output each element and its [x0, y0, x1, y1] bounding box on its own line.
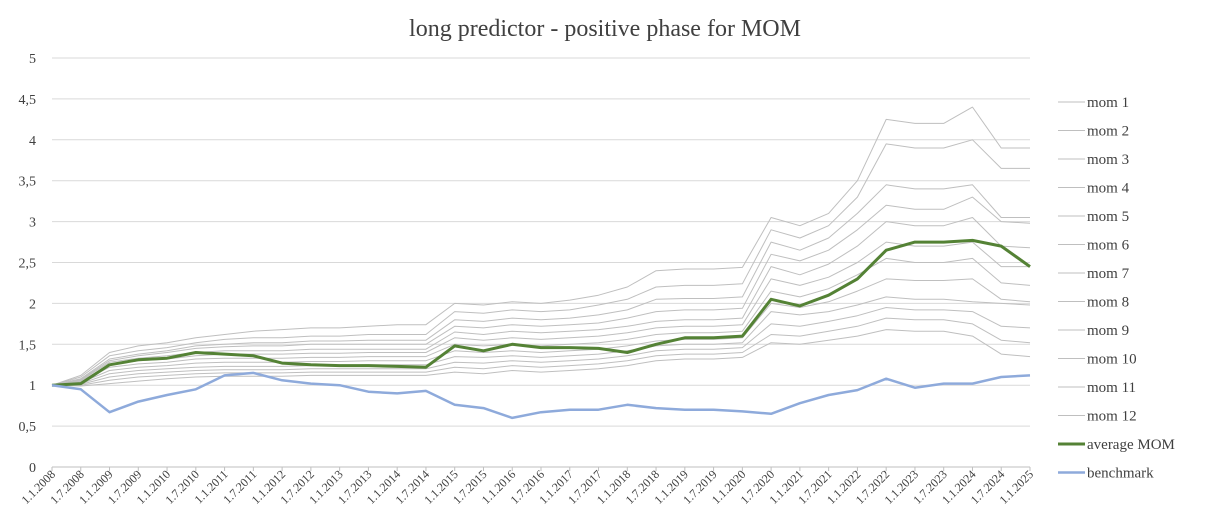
legend-label: mom 6 [1087, 238, 1130, 254]
series-line-mom-8 [51, 278, 1031, 386]
gridlines [52, 57, 1030, 468]
series-line-mom-12 [51, 329, 1031, 387]
y-tick-label: 2 [29, 297, 36, 312]
y-tick-label: 3 [29, 216, 36, 231]
legend-label: mom 9 [1087, 323, 1129, 339]
series-line-mom-3 [51, 184, 1030, 386]
y-axis-ticks: 0 0,5 1 1,5 2 2,5 3 3,5 4 4,5 5 [19, 52, 37, 476]
y-tick-label: 1,5 [19, 338, 37, 353]
legend-label: mom 2 [1087, 124, 1129, 140]
series-line-benchmark [51, 371, 1031, 420]
series-line-mom-7 [51, 257, 1031, 386]
series-line-mom-4 [51, 196, 1031, 386]
y-tick-label: 5 [29, 52, 36, 67]
y-tick-label: 0,5 [19, 420, 37, 435]
legend-label: mom 7 [1087, 266, 1130, 282]
series-line-mom-9 [51, 296, 1031, 386]
legend-label: average MOM [1087, 437, 1175, 453]
legend-label: mom 1 [1087, 95, 1129, 111]
y-tick-label: 1 [29, 379, 36, 394]
y-tick-label: 4 [29, 134, 36, 149]
legend-label: benchmark [1087, 466, 1154, 482]
chart-title: long predictor - positive phase for MOM [409, 16, 801, 42]
x-axis-ticks: 1.1.20081.7.20081.1.20091.7.20091.1.2010… [19, 467, 1036, 507]
legend-label: mom 10 [1087, 352, 1137, 368]
legend-label: mom 4 [1087, 181, 1130, 197]
series-line-mom-10 [51, 307, 1031, 386]
y-tick-label: 0 [29, 461, 36, 476]
legend-label: mom 11 [1087, 380, 1136, 396]
legend-label: mom 8 [1087, 295, 1129, 311]
series-line-mom-2 [51, 139, 1030, 386]
series-line-mom-1 [51, 106, 1030, 386]
y-tick-label: 3,5 [19, 175, 37, 190]
series-lines [51, 106, 1031, 420]
series-line-mom-5 [51, 217, 1031, 386]
series-line-average-mom [51, 238, 1031, 387]
y-tick-label: 2,5 [19, 257, 37, 272]
legend-label: mom 12 [1087, 409, 1137, 425]
legend-label: mom 5 [1087, 209, 1129, 225]
y-tick-label: 4,5 [19, 93, 37, 108]
legend: mom 1 mom 2 mom 3 mom 4 mom 5 mom 6 mom 7 mom 8… [1058, 95, 1175, 482]
legend-label: mom 3 [1087, 152, 1129, 168]
series-line-mom-11 [52, 317, 1031, 386]
series-line-mom-6 [51, 241, 1030, 386]
